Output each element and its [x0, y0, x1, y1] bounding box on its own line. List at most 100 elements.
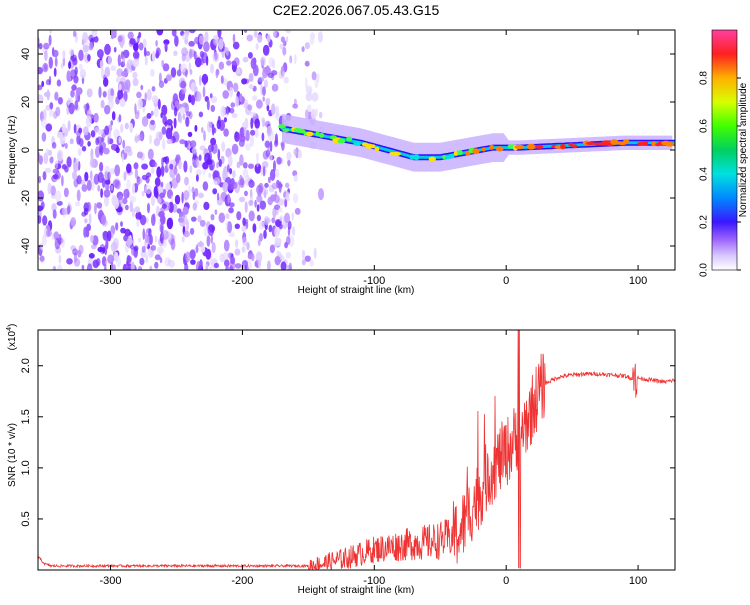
noise-blob: [220, 105, 226, 118]
noise-blob: [266, 125, 272, 137]
noise-blob: [254, 199, 257, 208]
noise-blob: [90, 148, 94, 160]
noise-blob: [41, 80, 45, 87]
noise-blob: [179, 139, 186, 145]
signal-blob: [643, 140, 649, 146]
noise-blob: [140, 249, 147, 258]
snr-ticks: -300 -200 -100 0 100 0.5 1.0 1.5 2.0: [20, 330, 675, 587]
noise-blob: [210, 234, 213, 244]
noise-blob: [52, 265, 57, 270]
colorbar-tick-label: 0.6: [699, 119, 710, 133]
noise-blob: [282, 70, 285, 79]
noise-blob: [246, 242, 250, 251]
noise-blob: [307, 104, 312, 113]
noise-blob: [217, 30, 222, 38]
noise-blob: [38, 205, 44, 212]
noise-blob: [101, 214, 107, 226]
noise-blob: [232, 170, 236, 178]
noise-blob: [269, 169, 276, 181]
noise-blob: [161, 104, 168, 116]
noise-blob: [242, 236, 248, 247]
noise-blob: [122, 54, 125, 66]
noise-blob: [130, 261, 135, 270]
noise-blob: [47, 182, 52, 195]
noise-blob: [189, 140, 197, 149]
noise-blob: [268, 154, 273, 161]
noise-blob: [134, 206, 141, 214]
noise-blob: [154, 177, 161, 187]
noise-blob: [170, 195, 174, 203]
noise-blob: [247, 253, 253, 260]
noise-blob: [262, 44, 270, 56]
noise-blob: [74, 158, 79, 168]
noise-blob: [248, 84, 254, 90]
noise-blob: [269, 140, 273, 153]
snr-panel: -300 -200 -100 0 100 0.5 1.0 1.5 2.0 Height of s…: [6, 324, 676, 596]
noise-blob: [274, 256, 281, 266]
noise-blob: [212, 188, 218, 195]
noise-blob: [276, 250, 279, 256]
noise-blob: [86, 263, 93, 270]
signal-blob: [572, 144, 578, 149]
noise-blob: [70, 54, 77, 62]
noise-blob: [104, 104, 111, 115]
noise-blob: [144, 184, 152, 195]
noise-blob: [159, 192, 166, 199]
noise-blob: [146, 202, 151, 214]
noise-blob: [264, 140, 271, 148]
noise-blob: [42, 215, 48, 226]
noise-blob: [160, 215, 166, 225]
signal-blob: [472, 148, 480, 155]
x-tick-label: 100: [629, 275, 647, 287]
noise-blob: [256, 214, 261, 222]
y-tick-label: 1.0: [20, 460, 32, 475]
noise-blob: [134, 135, 140, 143]
noise-blob: [103, 77, 109, 87]
noise-blob: [305, 92, 313, 102]
noise-blob: [304, 60, 310, 67]
noise-blob: [203, 79, 207, 86]
noise-blob: [217, 148, 221, 161]
noise-blob: [100, 99, 105, 109]
noise-blob: [67, 120, 71, 132]
colorbar-tick-label: 0.4: [699, 167, 710, 181]
spectrogram-signal-track: [278, 114, 675, 172]
colorbar-label: Normalized spectral amplitude: [738, 82, 749, 217]
noise-blob: [255, 152, 259, 161]
noise-blob: [160, 112, 163, 119]
noise-blob: [140, 84, 144, 91]
noise-blob: [125, 204, 129, 211]
noise-blob: [183, 230, 190, 238]
noise-blob: [309, 32, 316, 40]
noise-blob: [139, 214, 147, 226]
noise-blob: [151, 195, 155, 207]
noise-blob: [254, 31, 258, 37]
noise-blob: [78, 63, 83, 70]
noise-blob: [68, 61, 72, 70]
noise-blob: [185, 251, 191, 263]
noise-blob: [213, 177, 220, 186]
noise-blob: [263, 229, 267, 239]
signal-blob: [453, 150, 459, 156]
noise-blob: [62, 56, 66, 67]
noise-blob: [122, 197, 128, 205]
noise-blob: [42, 109, 47, 121]
noise-blob: [210, 63, 214, 74]
noise-blob: [75, 201, 81, 207]
noise-blob: [46, 229, 52, 237]
noise-blob: [198, 35, 205, 45]
noise-blob: [235, 263, 242, 269]
noise-blob: [134, 168, 138, 179]
noise-blob: [101, 177, 106, 188]
noise-blob: [161, 126, 167, 135]
noise-blob: [294, 207, 301, 215]
signal-blob: [623, 139, 630, 144]
noise-blob: [104, 263, 107, 270]
noise-blob: [210, 104, 216, 113]
noise-blob: [45, 123, 53, 132]
noise-blob: [223, 117, 227, 123]
noise-blob: [115, 222, 119, 231]
noise-blob: [189, 48, 193, 60]
noise-blob: [184, 176, 189, 186]
